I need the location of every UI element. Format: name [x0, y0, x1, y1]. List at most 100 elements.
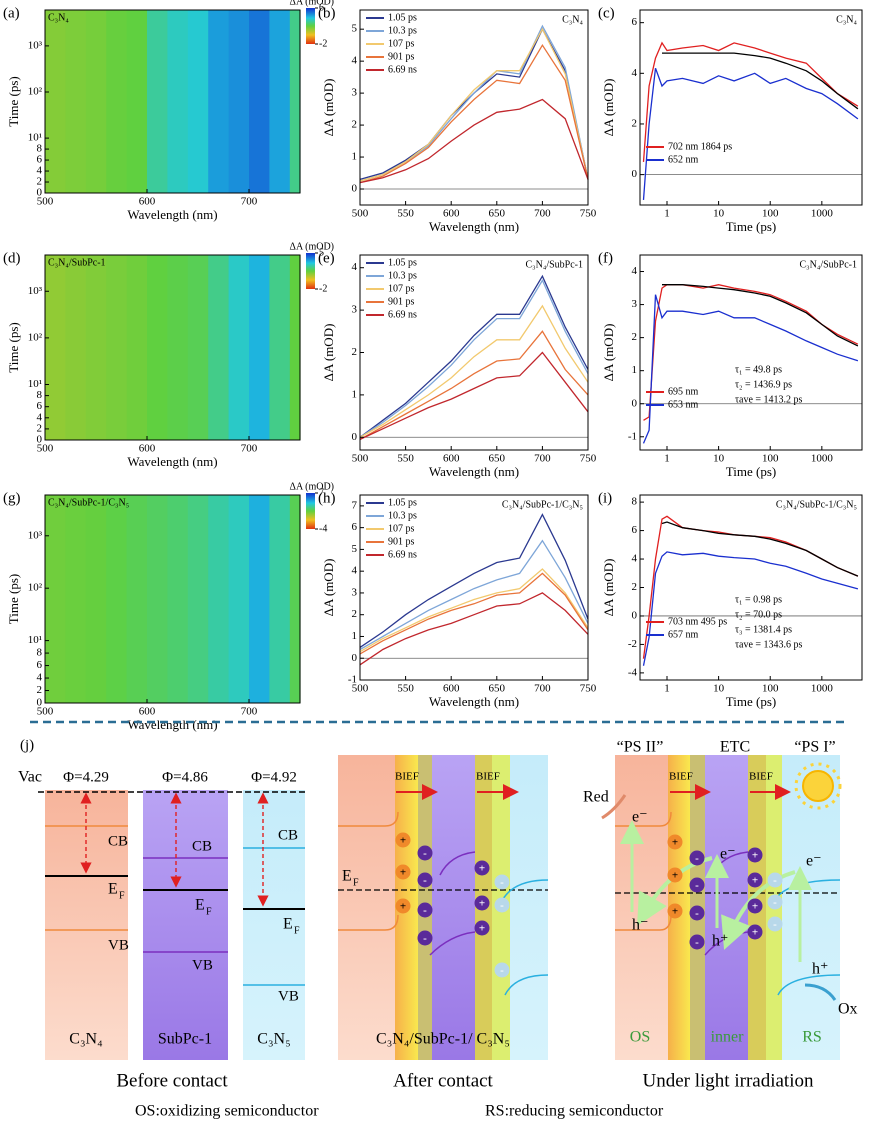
charge [767, 872, 783, 888]
x-tick-label: 700 [241, 706, 258, 718]
x-tick-label: 700 [534, 683, 551, 695]
plot-frame [639, 9, 863, 206]
series-line [359, 330, 589, 440]
x-tick-label: 10 [713, 683, 725, 695]
heat-cell [187, 255, 209, 440]
y-tick-label: 1 [352, 630, 358, 642]
panel-label: (i) [598, 490, 612, 506]
x-tick-label: 500 [352, 453, 369, 465]
charge [417, 872, 433, 888]
charge-sign: - [695, 908, 699, 920]
colorbar-tick-label: -2 [319, 283, 327, 294]
charge-sign: + [400, 901, 406, 913]
heat-cell [187, 10, 209, 193]
chart-title: C₃N₄ [48, 12, 69, 23]
heat-cell [65, 495, 87, 703]
series-line [662, 52, 859, 110]
charge [689, 905, 705, 921]
series-line [642, 67, 859, 200]
y-tick-label: -4 [628, 666, 638, 678]
charge-sign: - [773, 897, 777, 909]
y-tick-label: 8 [37, 647, 43, 659]
legend-label: 657 nm [668, 629, 699, 640]
y-axis-title: ΔA (mOD) [601, 79, 616, 137]
series-line [642, 294, 859, 444]
y-tick-label: 10³ [28, 39, 43, 51]
hole: h⁻ [632, 917, 648, 934]
series-line [359, 304, 589, 438]
x-tick-label: 10 [713, 208, 725, 220]
x-tick-label: 700 [241, 443, 258, 455]
x-tick-label: 550 [397, 683, 414, 695]
legend-label: 901 ps [388, 536, 415, 547]
charge [417, 930, 433, 946]
header: “PS I” [794, 739, 835, 756]
charge [474, 895, 490, 911]
legend-label: 6.69 ns [388, 309, 417, 320]
x-axis-title: Wavelength (nm) [429, 219, 519, 234]
y-tick-label: 10¹ [28, 378, 42, 390]
y-axis-title: Time (ps) [6, 76, 21, 126]
charges: + + + + + + - - - - - - - - + + + + + + + - - - - - - [395, 832, 783, 978]
y-tick-label: 4 [37, 672, 43, 684]
x-tick-label: 10 [713, 453, 725, 465]
colorbar [306, 493, 315, 529]
x-axis-title: Time (ps) [726, 219, 776, 234]
charge-sign: - [423, 875, 427, 887]
y-tick-label: 2 [352, 119, 358, 131]
y-tick-label: 2 [632, 581, 638, 593]
y-tick-label: 10³ [28, 285, 43, 297]
heat-cell [208, 10, 230, 193]
y-tick-label: 2 [632, 117, 638, 129]
charge [747, 872, 763, 888]
panel-label: (g) [3, 490, 21, 506]
charge [474, 920, 490, 936]
colorbar-tick-label: 5 [319, 247, 324, 258]
plot-frame [44, 254, 301, 441]
heat-cell [289, 10, 301, 193]
colorbar [306, 253, 315, 289]
legend-label: 10.3 ps [388, 510, 417, 521]
y-tick-label: 0 [352, 652, 358, 664]
footnote: OS:oxidizing semiconductor [135, 1103, 319, 1120]
charge [395, 864, 411, 880]
charge-sign: + [479, 863, 485, 875]
electron: e⁻ [632, 809, 648, 826]
band [338, 811, 399, 827]
charge-sign: + [479, 898, 485, 910]
y-tick-label: 2 [37, 684, 43, 696]
vb-label: VB [108, 937, 129, 953]
y-tick-label: 10³ [28, 529, 43, 541]
hole: h⁺ [812, 961, 828, 978]
x-tick-label: 700 [241, 196, 258, 208]
x-axis-title: Time (ps) [726, 464, 776, 479]
layer [45, 790, 128, 1060]
x-tick-label: 1 [664, 683, 670, 695]
layer-label: C₃N₅ [257, 1031, 290, 1048]
x-tick-label: 600 [139, 443, 156, 455]
x-tick-label: 650 [489, 453, 506, 465]
y-tick-label: 6 [37, 400, 43, 412]
charge-sign: + [400, 835, 406, 847]
x-axis-title: Wavelength (nm) [127, 454, 217, 469]
colorbar-label: ΔA (mOD) [290, 481, 334, 492]
heat-cell [269, 255, 291, 440]
panel-label: (d) [3, 250, 21, 266]
y-tick-label: 3 [352, 304, 358, 316]
y-tick-label: 0 [352, 183, 358, 195]
y-tick-label: 10¹ [28, 132, 42, 144]
chart-title: C₃N₄ [836, 14, 857, 25]
y-axis-title: ΔA (mOD) [321, 324, 336, 382]
ef-sub: F [206, 906, 212, 917]
series-line [642, 551, 859, 666]
region-label: OS [630, 1029, 650, 1046]
x-tick-label: 1000 [811, 453, 834, 465]
charge-sign: + [479, 923, 485, 935]
legend-label: 653 nm [668, 399, 699, 410]
y-tick-label: -1 [348, 674, 357, 686]
y-tick-label: 0 [37, 187, 43, 199]
chart-title: C₃N₄ [562, 14, 583, 25]
x-tick-label: 700 [534, 453, 551, 465]
charge [667, 867, 683, 883]
heat-cell [249, 495, 270, 703]
